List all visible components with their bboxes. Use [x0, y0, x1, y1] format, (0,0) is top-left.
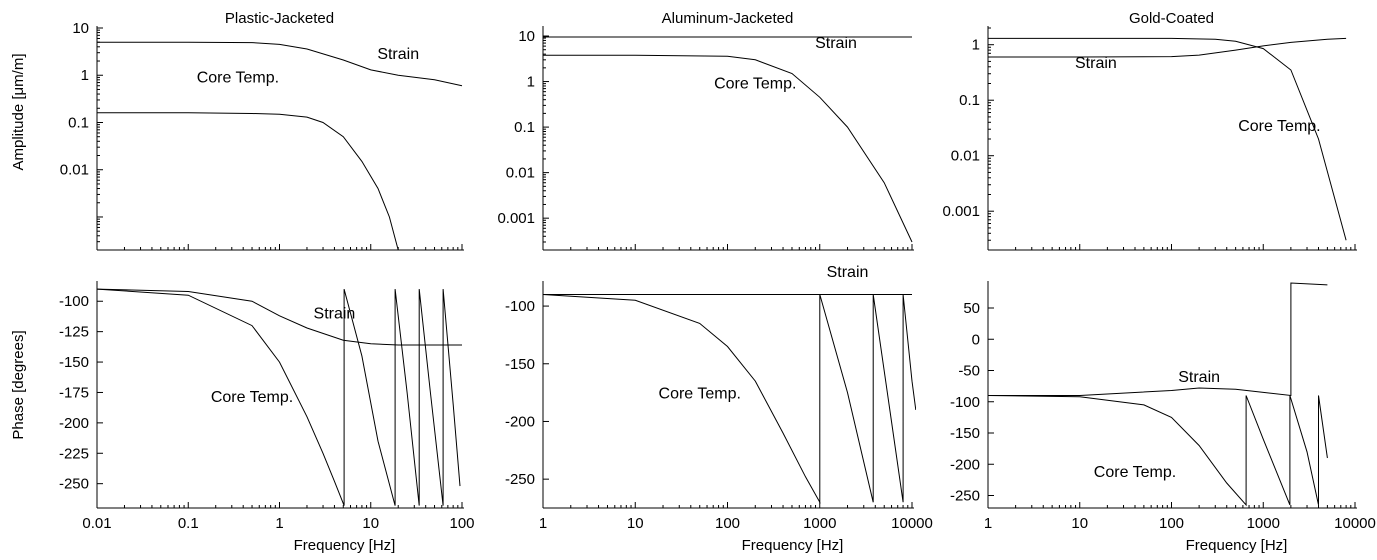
series-line-core-temp [97, 288, 461, 506]
y-tick-label: -100 [59, 293, 89, 310]
y-tick-label: 0.001 [497, 210, 535, 227]
x-tick-label: 100 [1159, 515, 1184, 532]
panel-1: Plastic-Jacketed 0.01 0.1 1 10 Strain Core Tem… [60, 10, 464, 251]
y-tick-label: -250 [59, 476, 89, 493]
x-tick-label: 1000 [803, 515, 836, 532]
x-axis-label: Frequency [Hz] [294, 537, 396, 554]
curve-label-strain: Strain [815, 35, 857, 52]
y-tick-label: 0.1 [68, 114, 89, 131]
panel-title: Gold-Coated [1129, 10, 1214, 27]
curve-label-strain: Strain [314, 305, 356, 322]
y-tick-label: -200 [950, 456, 980, 473]
panel-2: Aluminum-Jacketed 0.001 0.01 0.1 1 10 Strain Co… [497, 10, 914, 251]
x-tick-label: 0.1 [178, 515, 199, 532]
series-line-core-temp [988, 395, 1328, 507]
y-tick-label: 0.001 [942, 203, 980, 220]
curve-label-strain: Strain [1178, 369, 1220, 386]
series-line-core-temp [543, 54, 913, 243]
y-tick-label: -225 [59, 445, 89, 462]
panel-5: 1 10 100 1000 10000 -100 -150 -200 -250 Frequency… [505, 264, 933, 554]
x-tick-label: 0.01 [82, 515, 111, 532]
y-tick-label: 0.01 [60, 162, 89, 179]
y-tick-label: 1 [81, 67, 89, 84]
curve-label-core-temp: Core Temp. [211, 389, 293, 406]
y-tick-label: -175 [59, 384, 89, 401]
y-tick-label: -150 [950, 425, 980, 442]
y-tick-label: 0 [972, 331, 980, 348]
y-tick-label: -150 [59, 354, 89, 371]
ylabel-phase: Phase [degrees] [10, 330, 27, 439]
y-tick-label: -200 [505, 413, 535, 430]
series-line-strain [988, 282, 1328, 397]
curve-label-strain: Strain [827, 264, 869, 281]
x-tick-label: 1 [275, 515, 283, 532]
y-tick-label: 10 [72, 20, 89, 37]
y-tick-label: -100 [950, 394, 980, 411]
x-tick-label: 10000 [891, 515, 933, 532]
series-line-strain [97, 288, 462, 346]
curve-label-strain: Strain [377, 46, 419, 63]
series-line-strain [988, 37, 1347, 58]
series-line-core-temp [543, 294, 916, 505]
x-tick-label: 10000 [1334, 515, 1376, 532]
y-tick-label: 0.01 [951, 148, 980, 165]
y-tick-label: 0.1 [959, 92, 980, 109]
x-tick-label: 1000 [1247, 515, 1280, 532]
ylabel-amplitude: Amplitude [μm/m] [10, 53, 27, 170]
y-tick-label: 10 [518, 28, 535, 45]
y-tick-label: -250 [505, 471, 535, 488]
panel-4: 0.01 0.1 1 10 100 -100 -125 -150 -175 -200 -225 -25… [59, 281, 475, 554]
y-tick-label: 0.01 [506, 165, 535, 182]
panel-title: Plastic-Jacketed [225, 10, 334, 27]
series-line-core-temp [97, 112, 399, 250]
x-tick-label: 10 [627, 515, 644, 532]
series-line-core-temp [988, 37, 1347, 241]
x-tick-label: 10 [1071, 515, 1088, 532]
x-axis-label: Frequency [Hz] [1186, 537, 1288, 554]
panel-6: 1 10 100 1000 10000 50 0 -50 -100 -150 -200 -250 Fre… [950, 281, 1376, 554]
curve-label-strain: Strain [1075, 55, 1117, 72]
curve-label-core-temp: Core Temp. [714, 76, 796, 93]
curve-label-core-temp: Core Temp. [659, 385, 741, 402]
panel-title: Aluminum-Jacketed [662, 10, 794, 27]
curve-label-core-temp: Core Temp. [1094, 464, 1176, 481]
y-tick-label: -100 [505, 298, 535, 315]
y-tick-label: -200 [59, 415, 89, 432]
y-tick-label: 1 [972, 37, 980, 54]
y-tick-label: -250 [950, 488, 980, 505]
x-tick-label: 100 [715, 515, 740, 532]
panel-3: Gold-Coated 0.001 0.01 0.1 1 Strain Core Temp. [942, 10, 1357, 251]
x-tick-label: 10 [362, 515, 379, 532]
curve-label-core-temp: Core Temp. [197, 70, 279, 87]
x-tick-label: 1 [539, 515, 547, 532]
y-tick-label: -150 [505, 356, 535, 373]
y-tick-label: 1 [527, 74, 535, 91]
series-line-strain [97, 41, 463, 87]
y-tick-label: 50 [963, 300, 980, 317]
y-tick-label: 0.1 [514, 119, 535, 136]
x-tick-label: 1 [984, 515, 992, 532]
x-axis-label: Frequency [Hz] [742, 537, 844, 554]
x-tick-label: 100 [449, 515, 474, 532]
curve-label-core-temp: Core Temp. [1238, 118, 1320, 135]
y-tick-label: -50 [958, 363, 980, 380]
y-tick-label: -125 [59, 324, 89, 341]
